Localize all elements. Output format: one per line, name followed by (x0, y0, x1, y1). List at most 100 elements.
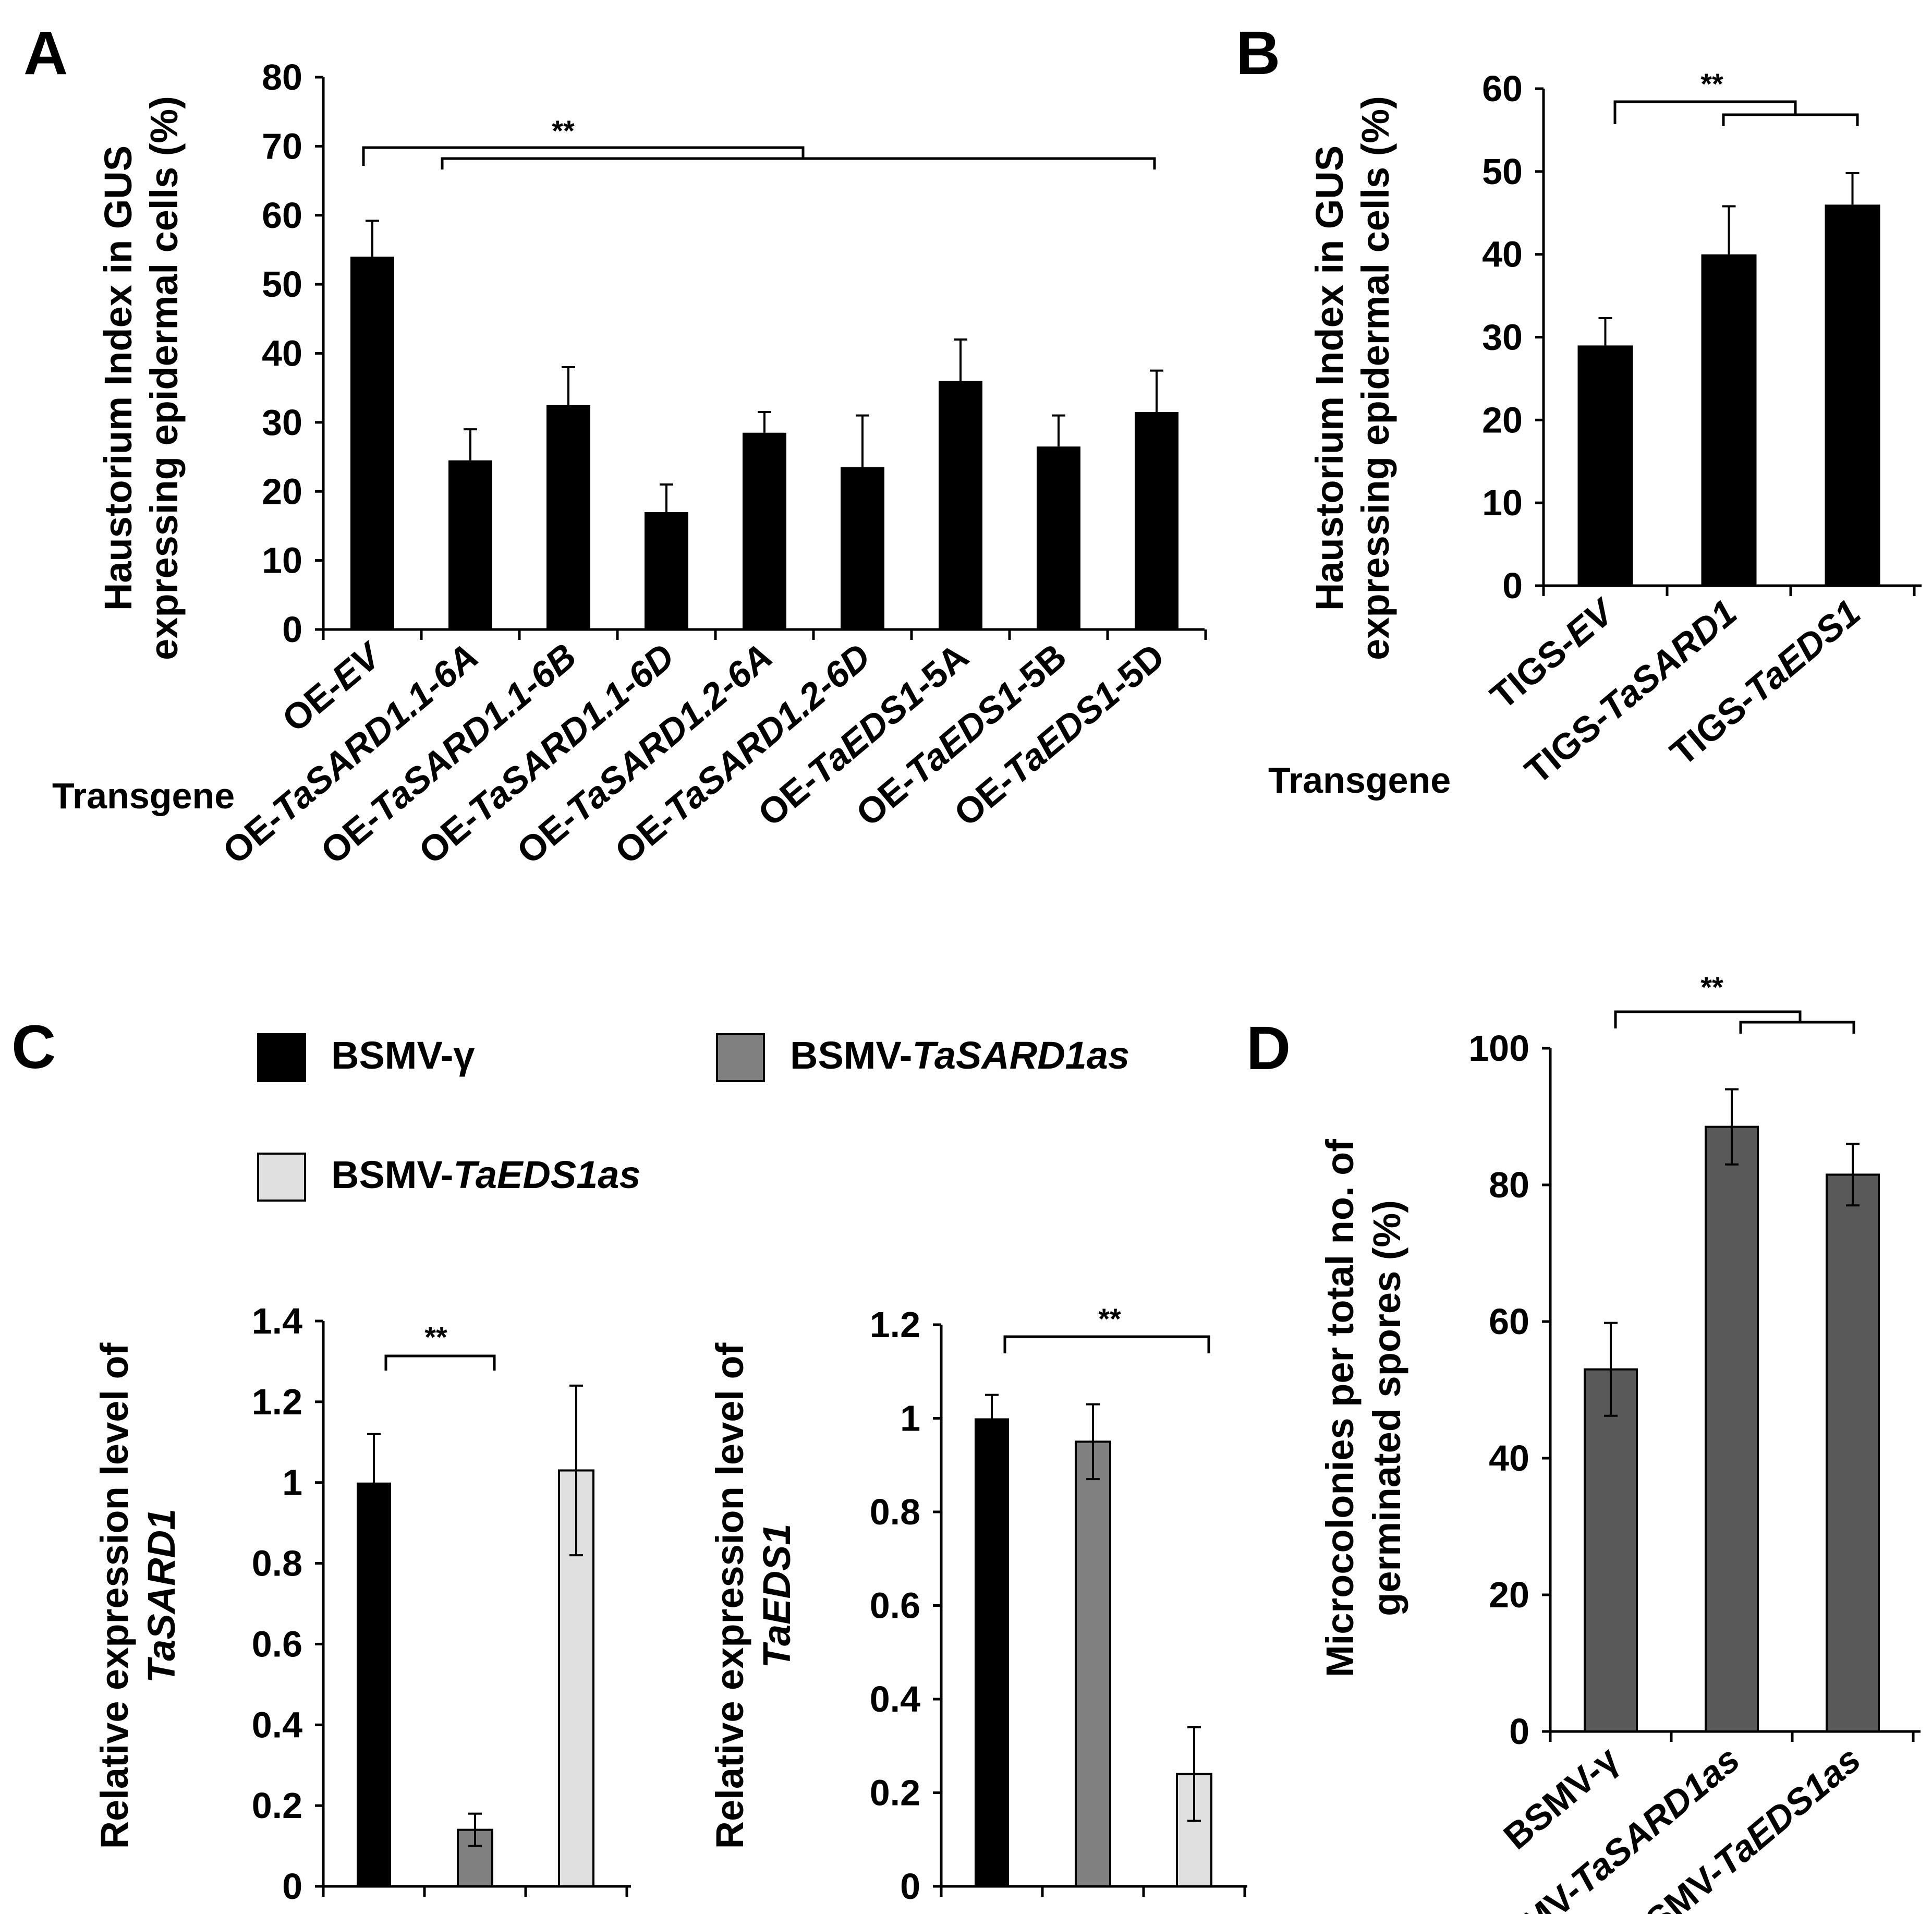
y-tick-label: 20 (262, 471, 302, 512)
y-tick-label: 0.8 (252, 1543, 302, 1584)
y-axis-label: Microcolonies per total no. ofgerminated… (1318, 1139, 1408, 1677)
y-tick-label: 1 (282, 1462, 302, 1503)
significance-bracket (1003, 1335, 1210, 1353)
y-tick-label: 50 (1482, 151, 1523, 192)
bar (448, 460, 492, 629)
panel-letter-a: A (23, 19, 68, 88)
y-axis-label: Relative expression level ofTaSARD1 (93, 1342, 183, 1849)
y-tick-label: 60 (1489, 1301, 1529, 1342)
category-label-italic: TaEDS1 (1737, 592, 1868, 711)
bar (357, 1482, 391, 1886)
significance-label: ** (1098, 1302, 1121, 1335)
chart-panel-b: 0102030405060TIGS-EVTIGS-TaSARD1TIGS-TaE… (1268, 67, 1922, 801)
y-tick-label: 20 (1489, 1574, 1529, 1615)
significance-bracket (1614, 1010, 1802, 1028)
chart-panel-a: 01020304050607080OE-EVOE-TaSARD1.1-6AOE-… (52, 57, 1207, 872)
y-tick-label: 10 (262, 540, 302, 581)
y-tick-label: 0.6 (870, 1585, 920, 1626)
y-tick-label: 50 (262, 264, 302, 305)
significance-bracket (384, 1354, 496, 1371)
y-tick-label: 0.6 (252, 1624, 302, 1664)
y-tick-label: 0 (1502, 565, 1523, 606)
chart-panel-c-tasard1: 0 0.2 0.4 0.6 0.8 1 1.2 1.4 Relative expression … (93, 1301, 631, 1907)
y-axis-label-line-1: Relative expression level of (93, 1342, 136, 1849)
bar (1825, 204, 1880, 586)
bar (1826, 1173, 1880, 1733)
panel-letter-c: C (11, 1013, 56, 1082)
y-axis-label: Haustorium Index in GUSexpressing epider… (96, 96, 186, 660)
significance-label: ** (1700, 971, 1723, 1003)
chart-panel-c-taeds1: 0 0.2 0.4 0.6 0.8 1 1.2 Relative expression lev… (708, 1302, 1247, 1907)
bar (841, 467, 884, 629)
bar (350, 257, 394, 629)
y-axis-label-line-2: expressing epidermal cells (%) (142, 96, 186, 660)
legend-panel-c: BSMV-γ BSMV-TaSARD1as BSMV-TaEDS1as (257, 1033, 1129, 1202)
y-axis-label-line-2: TaSARD1 (140, 1509, 183, 1683)
y-tick-label: 0 (282, 609, 302, 650)
y-tick-label: 0.4 (870, 1679, 920, 1719)
x-axis-title: Transgene (52, 776, 235, 816)
significance-bracket (1739, 1021, 1855, 1034)
y-axis-label-line-1: Relative expression level of (708, 1342, 751, 1849)
y-tick-label: 0.8 (870, 1492, 920, 1532)
y-axis-label-line-1: Microcolonies per total no. of (1318, 1139, 1362, 1677)
bar (1075, 1440, 1111, 1887)
y-tick-label: 30 (1482, 317, 1523, 358)
y-tick-label: 40 (1482, 234, 1523, 275)
y-axis-label-line-2: TaEDS1 (755, 1524, 798, 1668)
y-tick-label: 0.4 (252, 1704, 302, 1745)
chart-panel-d: 020406080100BSMV-γBSMV-TaSARD1asBSMV-TaE… (1318, 971, 1921, 1914)
significance-label: ** (424, 1321, 447, 1353)
panel-letter-b: B (1236, 19, 1280, 88)
y-tick-label: 0 (1509, 1711, 1529, 1752)
y-tick-label: 60 (1482, 68, 1523, 109)
y-tick-label: 80 (1489, 1165, 1529, 1205)
bar (743, 432, 786, 629)
y-tick-label: 40 (1489, 1438, 1529, 1479)
legend-label-italic: TaSARD1as (912, 1034, 1129, 1077)
legend-label-prefix: BSMV- (331, 1153, 453, 1196)
y-axis-label-line-1: Haustorium Index in GUS (1308, 146, 1351, 611)
significance-bracket (1613, 100, 1797, 124)
y-tick-label: 1.2 (252, 1382, 302, 1422)
bar (1135, 412, 1178, 629)
bar (1584, 1368, 1638, 1733)
y-axis-label-line-2: germinated spores (%) (1365, 1200, 1408, 1616)
legend-swatch (716, 1033, 765, 1082)
category-label-prefix: TIGS- (1662, 680, 1763, 773)
y-tick-label: 1 (900, 1398, 920, 1439)
bar (546, 405, 590, 629)
legend-swatch (257, 1153, 306, 1202)
y-tick-label: 1.2 (870, 1304, 920, 1345)
y-tick-label: 80 (262, 57, 302, 98)
category-label-prefix: TIGS- (1517, 698, 1618, 792)
y-tick-label: 20 (1482, 399, 1523, 440)
legend-label-italic: TaEDS1as (453, 1153, 640, 1196)
y-axis-label: Haustorium Index in GUSexpressing epider… (1308, 96, 1397, 660)
bar (1701, 254, 1757, 586)
significance-bracket (1722, 113, 1859, 126)
y-tick-label: 70 (262, 126, 302, 166)
bar (975, 1418, 1009, 1886)
bar (1577, 345, 1633, 586)
legend-label: BSMV-TaSARD1as (790, 1034, 1129, 1077)
x-axis-title: Transgene (1268, 760, 1451, 801)
y-tick-label: 100 (1468, 1028, 1529, 1069)
y-axis-label: Relative expression level ofTaEDS1 (708, 1342, 798, 1849)
significance-label: ** (1700, 67, 1723, 100)
legend-label: BSMV-γ (331, 1034, 475, 1077)
legend-swatch (257, 1033, 306, 1082)
x-tick-label: TIGS-TaSARD1 (1517, 592, 1744, 792)
y-tick-label: 0.2 (252, 1785, 302, 1826)
y-tick-label: 30 (262, 402, 302, 443)
y-tick-label: 40 (262, 333, 302, 374)
significance-bracket (441, 157, 1156, 169)
significance-bracket (362, 146, 805, 166)
bar (645, 512, 688, 629)
significance-label: ** (552, 114, 575, 147)
y-tick-label: 0.2 (870, 1773, 920, 1813)
bar (939, 381, 982, 629)
legend-label-prefix: BSMV-γ (331, 1034, 475, 1077)
y-axis-label-line-2: expressing epidermal cells (%) (1354, 96, 1397, 660)
